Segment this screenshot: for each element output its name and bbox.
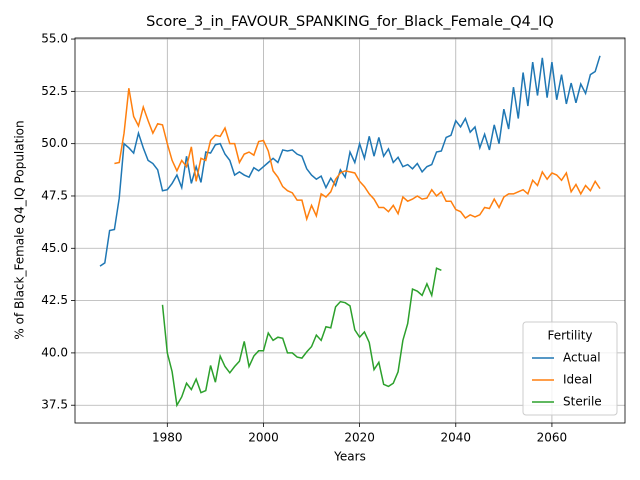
y-tick-label: 45.0 bbox=[41, 241, 68, 255]
y-tick-label: 40.0 bbox=[41, 345, 68, 359]
x-tick-label: 2000 bbox=[248, 431, 279, 445]
x-tick-label: 2020 bbox=[344, 431, 375, 445]
line-series bbox=[114, 88, 601, 222]
y-tick-label: 42.5 bbox=[41, 293, 68, 307]
line-series bbox=[99, 55, 601, 267]
legend-title: Fertility bbox=[547, 329, 592, 343]
x-tick-label: 2060 bbox=[537, 431, 568, 445]
y-tick-label: 37.5 bbox=[41, 398, 68, 412]
line-series bbox=[161, 267, 442, 408]
y-axis-label: % of Black_Female Q4_IQ Population bbox=[13, 120, 27, 339]
chart-title: Score_3_in_FAVOUR_SPANKING_for_Black_Fem… bbox=[146, 14, 554, 30]
legend-label: Sterile bbox=[563, 395, 602, 409]
legend-box bbox=[522, 321, 618, 416]
legend: Fertility Actual Ideal Sterile bbox=[522, 321, 618, 416]
x-tick-label: 1980 bbox=[152, 431, 183, 445]
y-tick-label: 55.0 bbox=[41, 32, 68, 46]
x-axis-label: Years bbox=[333, 450, 366, 464]
x-tick-label: 2040 bbox=[440, 431, 471, 445]
plot-frame bbox=[74, 37, 626, 424]
y-tick-label: 52.5 bbox=[41, 84, 68, 98]
y-tick-label: 50.0 bbox=[41, 136, 68, 150]
y-tick-label: 47.5 bbox=[41, 188, 68, 202]
legend-label: Ideal bbox=[563, 373, 592, 387]
legend-label: Actual bbox=[563, 351, 601, 365]
